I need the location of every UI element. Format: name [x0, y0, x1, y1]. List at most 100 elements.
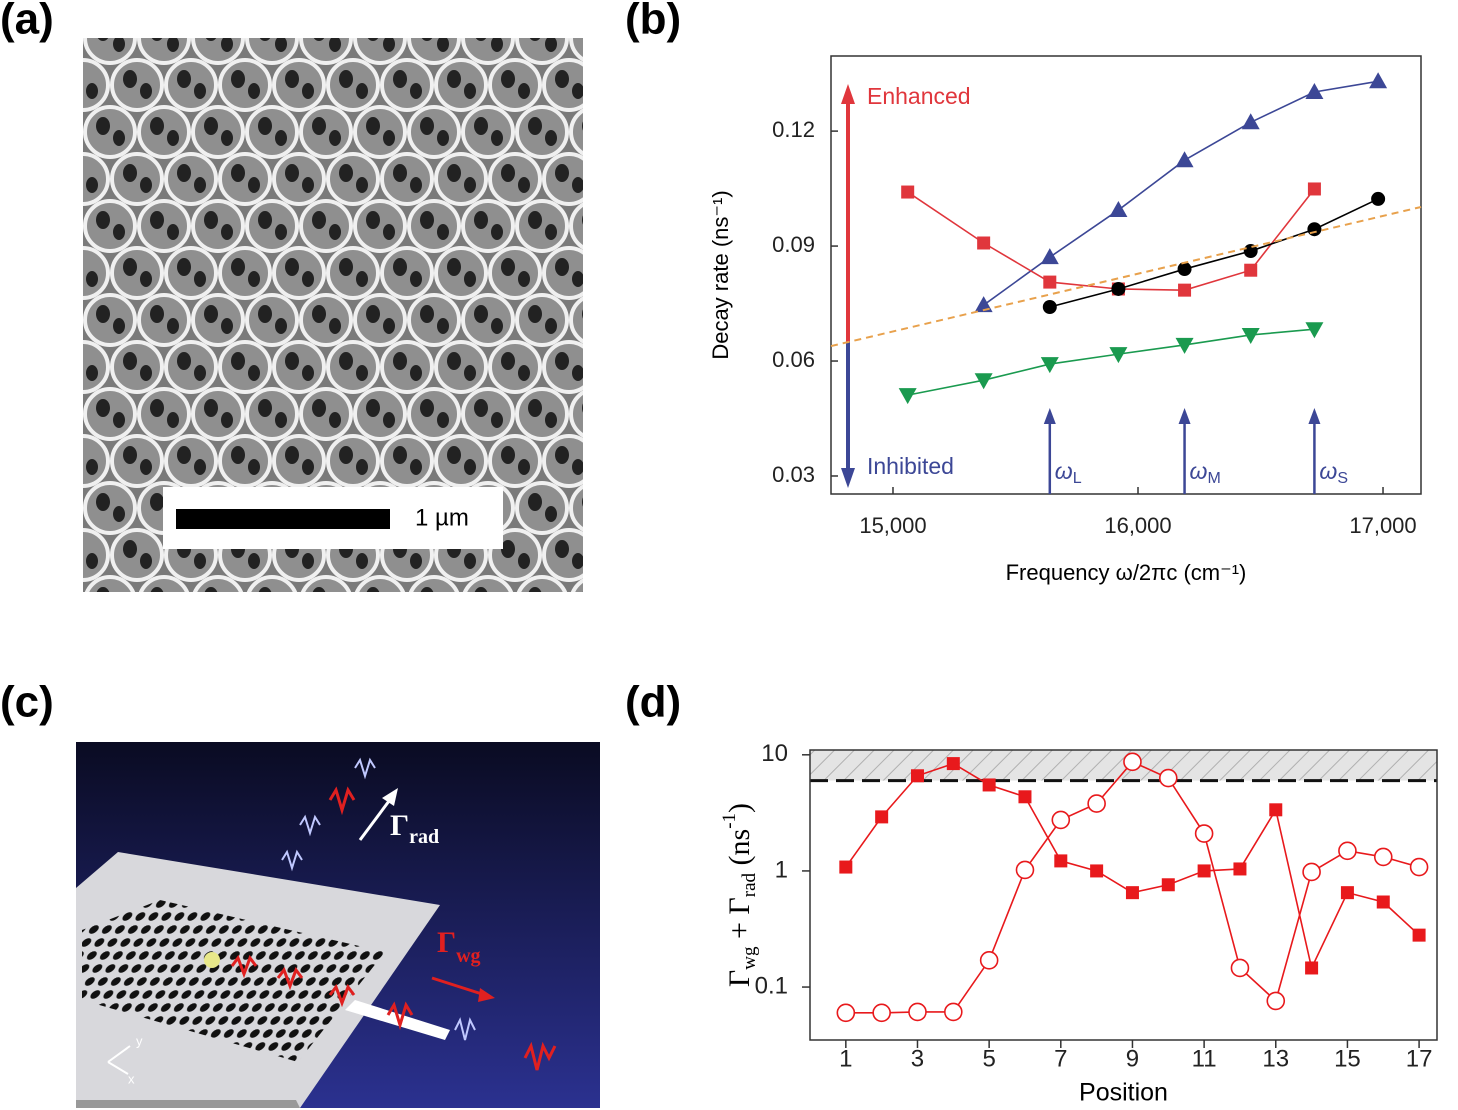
- panel-label: (c): [0, 678, 54, 727]
- annotation: Enhanced: [867, 83, 971, 109]
- marker: [1042, 299, 1057, 314]
- series-line: [845, 762, 1420, 971]
- marker: [1233, 862, 1247, 876]
- marker: [1109, 201, 1128, 218]
- marker: [1161, 878, 1175, 892]
- symbol: ω: [1190, 458, 1208, 484]
- y-tick-label: 0.12: [772, 117, 815, 142]
- marker: [1241, 327, 1260, 344]
- marker: [1175, 151, 1194, 168]
- marker: [1015, 860, 1035, 880]
- marker: [1197, 864, 1211, 878]
- x-axis-label: Frequency ω/2πc (cm⁻¹): [1006, 560, 1247, 585]
- y-tick-label: 0.06: [772, 347, 815, 372]
- rate-label: Γrad: [390, 809, 439, 848]
- scale-bar-label: 1 µm: [415, 504, 469, 531]
- label-part: + Γ: [723, 897, 756, 946]
- marker: [1051, 810, 1071, 830]
- marker: [1123, 752, 1142, 772]
- marker: [1125, 886, 1139, 900]
- x-tick-label: 17,000: [1349, 513, 1416, 538]
- subscript: wg: [456, 945, 480, 967]
- symbol: ω: [1055, 458, 1073, 484]
- axis-label: x: [128, 1071, 135, 1086]
- marker: [1087, 794, 1106, 813]
- marker: [1177, 262, 1192, 277]
- arrow-head: [1043, 408, 1056, 424]
- label-part: -1: [719, 813, 740, 829]
- marker: [1340, 886, 1354, 900]
- sem-image: 1 µm: [83, 38, 583, 592]
- marker: [944, 1002, 963, 1022]
- subscript: M: [1207, 470, 1220, 487]
- marker: [1244, 263, 1258, 277]
- marker: [1302, 862, 1321, 882]
- marker: [1018, 790, 1032, 804]
- marker: [1194, 824, 1214, 843]
- x-tick-label: 16,000: [1104, 513, 1171, 538]
- marker: [1175, 337, 1194, 354]
- marker: [872, 1003, 891, 1023]
- marker: [1376, 895, 1390, 909]
- x-tick-label: 15,000: [859, 513, 926, 538]
- x-axis-label: Position: [1079, 1079, 1168, 1107]
- rate-label: Γwg: [437, 926, 481, 967]
- marker: [1409, 857, 1429, 877]
- marker: [1090, 864, 1104, 878]
- y-tick-label: 10: [761, 740, 788, 767]
- marker: [1307, 182, 1321, 196]
- panel-label: (d): [625, 678, 681, 727]
- label-part: ): [723, 803, 756, 813]
- plot-frame: [809, 749, 1438, 1041]
- marker: [1178, 283, 1192, 297]
- annotation: Inhibited: [867, 453, 954, 479]
- label-part: Γ: [723, 970, 756, 987]
- y-tick-label: 0.09: [772, 232, 815, 257]
- marker: [946, 757, 960, 771]
- marker: [1269, 803, 1283, 817]
- arrow-head: [1308, 408, 1321, 424]
- marker: [1158, 768, 1178, 788]
- arrow-head: [841, 468, 855, 488]
- x-tick-label: 9: [1126, 1045, 1139, 1072]
- marker: [910, 769, 924, 783]
- y-axis-label: Γwg + Γrad (ns-1): [719, 803, 760, 987]
- y-axis-label: Decay rate (ns⁻¹): [708, 190, 733, 359]
- marker: [1111, 281, 1126, 296]
- marker: [1241, 113, 1260, 130]
- x-tick-label: 5: [982, 1045, 995, 1072]
- marker: [1305, 322, 1324, 339]
- marker: [1040, 248, 1059, 265]
- label-part: rad: [739, 872, 760, 897]
- marker: [1043, 275, 1057, 289]
- marker: [1412, 928, 1426, 942]
- marker: [977, 236, 991, 250]
- marker: [836, 1003, 856, 1023]
- subscript: S: [1337, 470, 1348, 487]
- marker: [1040, 357, 1059, 374]
- y-tick-label: 1: [775, 856, 788, 883]
- symbol: ω: [1319, 458, 1337, 484]
- marker: [1305, 83, 1324, 100]
- x-tick-label: 11: [1192, 1045, 1217, 1072]
- marker: [875, 810, 889, 824]
- frequency-label: ωL: [1055, 458, 1082, 487]
- x-tick-label: 13: [1262, 1045, 1289, 1072]
- x-tick-label: 1: [839, 1045, 852, 1072]
- marker: [1243, 244, 1258, 259]
- x-tick-label: 17: [1406, 1045, 1433, 1072]
- marker: [979, 950, 999, 970]
- plot-frame: [830, 55, 1422, 495]
- marker: [1307, 222, 1322, 237]
- x-tick-label: 7: [1054, 1045, 1067, 1072]
- axis-label: y: [136, 1033, 143, 1048]
- excluded-region: [810, 750, 1437, 781]
- marker: [1230, 958, 1250, 978]
- y-tick-label: 0.1: [755, 972, 788, 999]
- marker: [1371, 191, 1386, 206]
- label-part: (ns: [723, 829, 756, 873]
- subscript: rad: [409, 826, 439, 848]
- marker: [1266, 991, 1286, 1011]
- x-tick-label: 15: [1334, 1045, 1361, 1072]
- marker: [974, 373, 993, 390]
